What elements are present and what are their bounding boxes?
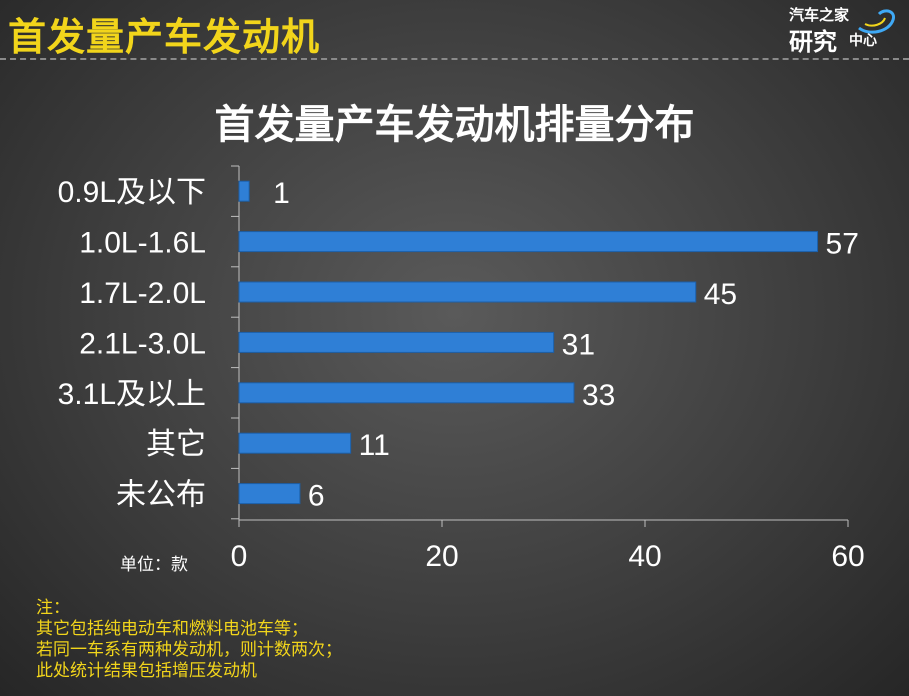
category-label: 0.9L及以下 [58,176,206,209]
data-label: 6 [308,480,325,513]
notes: 注： 其它包括纯电动车和燃料电池车等； 若同一车系有两种发动机，则计数两次； 此… [36,598,342,682]
data-label: 11 [359,429,390,462]
note-line: 若同一车系有两种发动机，则计数两次； [36,640,342,660]
x-tick-label: 20 [425,540,458,573]
data-label: 45 [704,278,737,311]
bar [238,180,250,202]
category-label: 未公布 [116,479,206,512]
data-label: 31 [562,328,595,361]
data-label: 1 [273,177,290,210]
header-divider [0,58,909,60]
bar [238,382,575,404]
swirl-icon [858,9,895,34]
category-label: 1.7L-2.0L [79,277,206,310]
data-label: 57 [826,228,859,261]
category-label: 其它 [146,428,206,461]
chart-title: 首发量产车发动机排量分布 [214,102,695,148]
category-label: 1.0L-1.6L [79,227,206,260]
notes-heading: 注： [36,598,70,618]
bar-chart: 0 20 40 60 0.9L及以下 1 1.0L-1.6L 57 1.7L-2.0L 45 2.1… [58,165,865,573]
x-tick-label: 40 [628,540,661,573]
logo-text-main: 研究 [789,28,837,56]
bar [238,331,555,353]
logo: 汽车之家 研究 中心 [789,4,899,56]
unit-label: 单位：款 [120,555,188,575]
x-tick-label: 0 [231,540,248,573]
bar [238,483,301,505]
category-label: 3.1L及以上 [58,378,206,411]
note-line: 此处统计结果包括增压发动机 [36,661,257,681]
logo-text-top: 汽车之家 [789,6,850,24]
x-tick-label: 60 [831,540,864,573]
logo-text-sub: 中心 [849,33,877,49]
category-label: 2.1L-3.0L [79,327,206,360]
bar [238,231,819,253]
bar [238,281,697,303]
data-label: 33 [582,379,615,412]
header-title: 首发量产车发动机 [8,15,321,59]
bar [238,432,352,454]
note-line: 其它包括纯电动车和燃料电池车等； [36,619,308,639]
